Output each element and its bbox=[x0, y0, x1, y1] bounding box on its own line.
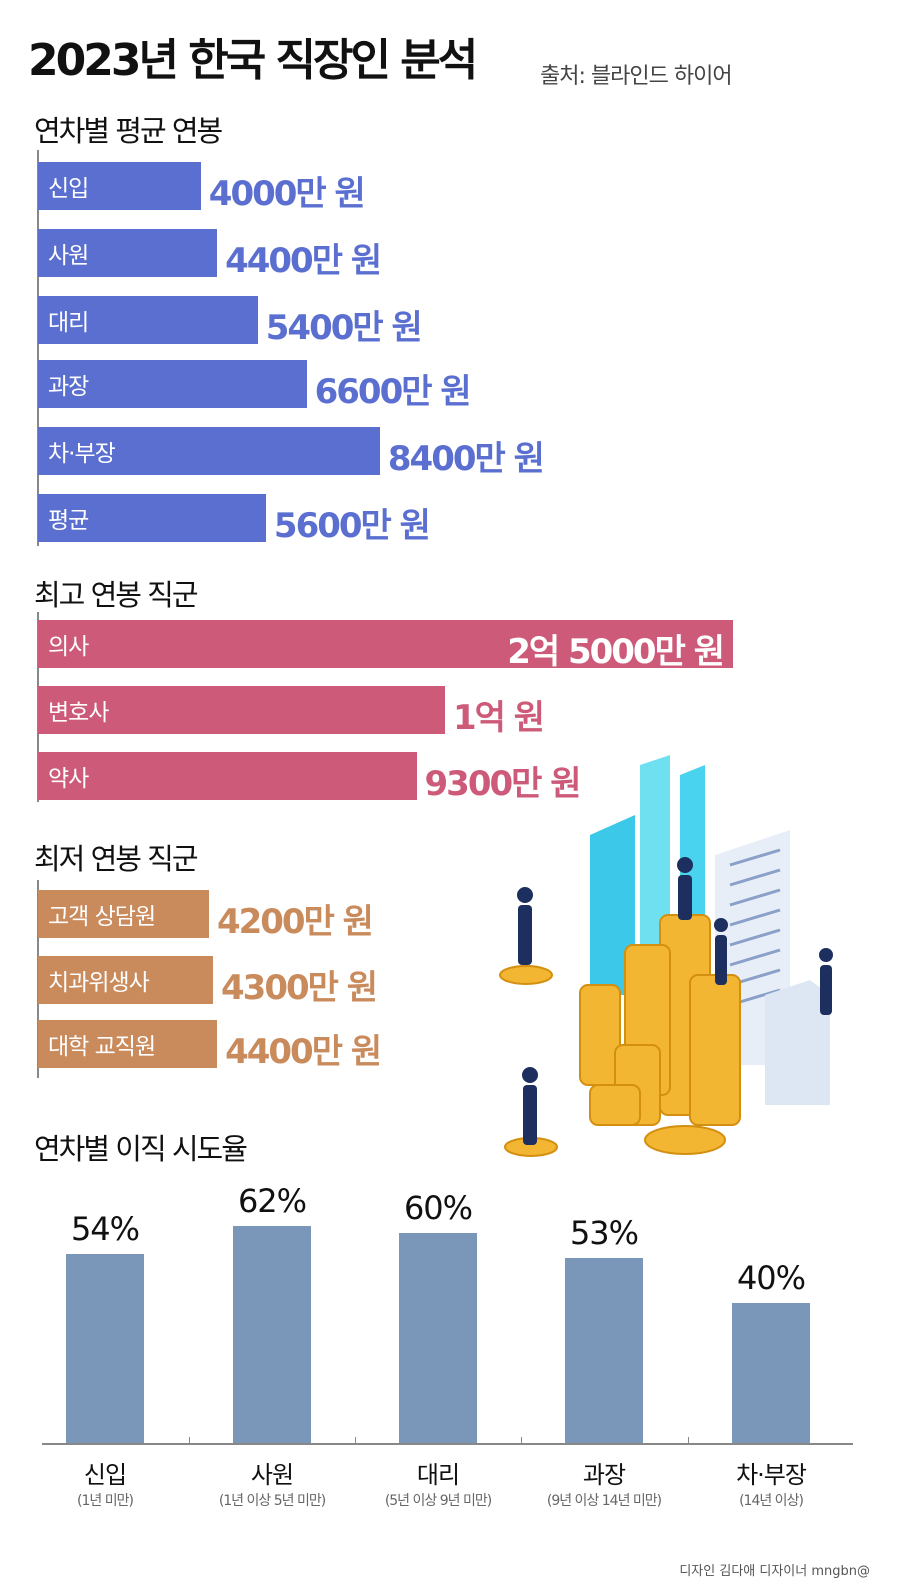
pct-label-2: 60% bbox=[403, 1189, 473, 1227]
page-title: 2023년 한국 직장인 분석 bbox=[28, 35, 478, 86]
pct-label-1: 62% bbox=[237, 1182, 307, 1220]
axis-line bbox=[37, 150, 39, 546]
bar-0: 의사 bbox=[38, 620, 733, 668]
source-note: 출처: 블라인드 하이어 bbox=[540, 64, 733, 89]
value-label-3: 6600만 원 bbox=[314, 372, 472, 412]
value-label-0: 4000만 원 bbox=[208, 174, 366, 214]
bar-4: 차·부장 bbox=[38, 427, 380, 475]
tick-mark bbox=[188, 1437, 190, 1443]
value-label-2: 5400만 원 bbox=[265, 308, 423, 348]
section-title-top-jobs: 최고 연봉 직군 bbox=[34, 578, 199, 612]
bar-1: 변호사 bbox=[38, 686, 445, 734]
tick-mark bbox=[355, 1437, 356, 1443]
subcategory-label-2: (5년 이상 9년 미만) bbox=[384, 1493, 492, 1509]
value-label-2: 9300만 원 bbox=[424, 764, 582, 804]
value-label-0: 2억 5000만 원 bbox=[507, 632, 725, 672]
column-4 bbox=[732, 1303, 810, 1443]
category-label-2: 대리 bbox=[416, 1461, 460, 1489]
bar-2: 대학 교직원 bbox=[38, 1020, 218, 1068]
bar-0: 고객 상담원 bbox=[38, 890, 209, 938]
bar-1: 치과위생사 bbox=[38, 956, 213, 1004]
x-axis-line bbox=[42, 1443, 853, 1445]
design-credit: 디자인 김다애 디자이너 mngbn@ bbox=[679, 1564, 870, 1579]
bar-5: 평균 bbox=[38, 494, 266, 542]
bar-2: 약사 bbox=[38, 752, 417, 800]
money-buildings-illustration bbox=[499, 755, 833, 1157]
tick-mark bbox=[521, 1437, 522, 1443]
pct-label-0: 54% bbox=[70, 1210, 140, 1248]
bar-0: 신입 bbox=[38, 162, 201, 210]
bar-1: 사원 bbox=[38, 229, 218, 277]
column-0 bbox=[66, 1254, 144, 1443]
column-2 bbox=[399, 1233, 477, 1443]
value-label-1: 4400만 원 bbox=[225, 241, 382, 281]
value-label-1: 4300만 원 bbox=[221, 968, 378, 1008]
subcategory-label-0: (1년 미만) bbox=[77, 1493, 134, 1509]
pct-label-3: 53% bbox=[569, 1213, 639, 1252]
column-1 bbox=[233, 1226, 311, 1443]
tick-mark bbox=[687, 1437, 689, 1443]
value-label-1: 1억 원 bbox=[453, 698, 545, 738]
bar-2: 대리 bbox=[38, 296, 258, 344]
bar-3: 과장 bbox=[38, 360, 307, 408]
category-label-4: 차·부장 bbox=[736, 1461, 807, 1489]
subcategory-label-4: (14년 이상) bbox=[739, 1493, 804, 1509]
category-label-0: 신입 bbox=[83, 1461, 127, 1489]
section-title-turnover: 연차별 이직 시도율 bbox=[34, 1132, 248, 1166]
category-label-1: 사원 bbox=[250, 1461, 294, 1489]
section-title-avg-salary: 연차별 평균 연봉 bbox=[34, 114, 223, 148]
subcategory-label-3: (9년 이상 14년 미만) bbox=[546, 1493, 662, 1509]
value-label-0: 4200만 원 bbox=[216, 902, 374, 942]
value-label-4: 8400만 원 bbox=[387, 439, 545, 479]
value-label-5: 5600만 원 bbox=[273, 506, 431, 546]
column-3 bbox=[565, 1257, 643, 1443]
value-label-2: 4400만 원 bbox=[225, 1032, 382, 1072]
category-label-3: 과장 bbox=[582, 1461, 626, 1489]
subcategory-label-1: (1년 이상 5년 미만) bbox=[218, 1493, 326, 1509]
section-title-low-jobs: 최저 연봉 직군 bbox=[34, 842, 199, 876]
pct-label-4: 40% bbox=[736, 1259, 806, 1297]
